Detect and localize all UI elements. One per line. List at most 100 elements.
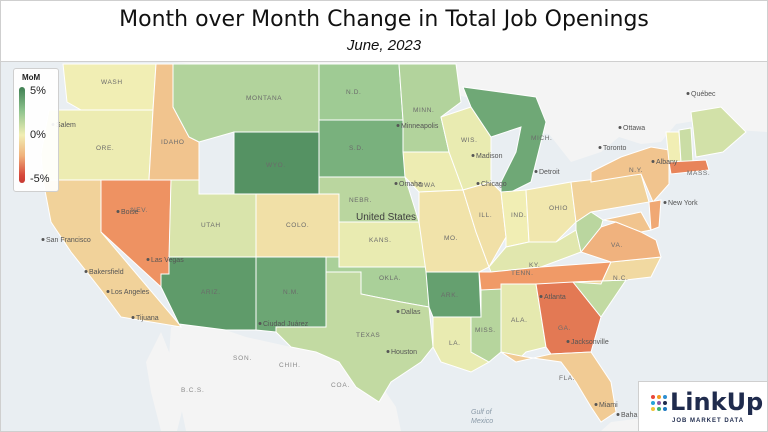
state-label-kans: KANS. (369, 237, 392, 244)
state-mich[interactable] (462, 86, 547, 193)
state-label-nev: NEV. (131, 207, 148, 214)
city-dot-las_vegas (146, 258, 150, 261)
city-dot-quebec (686, 92, 690, 95)
logo-dot (651, 395, 655, 399)
place-label-los_angeles: Los Angeles (111, 289, 150, 296)
logo-dot (651, 407, 655, 411)
place-label-omaha: Omaha (399, 181, 422, 188)
state-label-okla: OKLA. (379, 275, 401, 282)
state-label-ill: ILL. (479, 212, 492, 219)
place-label-new_york: New York (668, 200, 698, 207)
place-label-toronto: Toronto (603, 145, 626, 152)
place-label-quebec: Québec (691, 91, 716, 98)
state-label-nc: N.C. (613, 275, 628, 282)
place-label-houston: Houston (391, 349, 417, 356)
header: Month over Month Change in Total Job Ope… (0, 0, 768, 62)
place-label-chih: CHIH. (279, 362, 301, 369)
legend-title: MoM (22, 73, 41, 82)
logo-dot (657, 407, 661, 411)
place-label-coa: COA. (331, 382, 350, 389)
state-wash[interactable] (62, 63, 157, 111)
state-kans[interactable] (338, 221, 427, 268)
state-label-nm: N.M. (283, 289, 299, 296)
state-label-mo: MO. (444, 235, 458, 242)
place-label-salem: Salem (56, 122, 76, 129)
state-ny[interactable] (590, 146, 670, 203)
city-dot-los_angeles (106, 290, 110, 293)
state-label-tenn: TENN. (511, 270, 534, 277)
state-mass[interactable] (668, 159, 710, 175)
logo-tagline: JOB MARKET DATA (672, 418, 745, 424)
state-label-mass: MASS. (687, 170, 710, 177)
chart-title: Month over Month Change in Total Job Ope… (119, 7, 649, 32)
city-dot-toronto (598, 146, 602, 149)
state-label-ohio: OHIO (549, 205, 568, 212)
city-dot-baha (616, 413, 620, 416)
state-label-ark: ARK. (441, 292, 459, 299)
place-label-detroit: Detroit (539, 169, 560, 176)
city-dot-detroit (534, 170, 538, 173)
city-dot-bakersfield (84, 270, 88, 273)
city-dot-jacksonville (566, 340, 570, 343)
place-label-ottawa: Ottawa (623, 125, 645, 132)
state-label-ala: ALA. (511, 317, 528, 324)
city-dot-atlanta (539, 295, 543, 298)
legend-min-label: -5% (30, 173, 50, 185)
place-label-ciudad_juarez: Ciudad Juárez (263, 321, 309, 328)
state-label-ind: IND. (511, 212, 526, 219)
state-label-mont: MONTANA (246, 95, 282, 102)
state-texas[interactable] (275, 271, 434, 403)
state-fla[interactable] (500, 351, 617, 423)
state-md[interactable] (602, 211, 652, 233)
state-label-ga: GA. (558, 325, 571, 332)
state-vt[interactable] (665, 131, 682, 163)
place-label-albany: Albany (656, 159, 678, 166)
place-label-las_vegas: Las Vegas (151, 257, 184, 264)
logo-dot (663, 395, 667, 399)
city-dot-boise (116, 210, 120, 213)
legend-mid-label: 0% (30, 129, 46, 141)
place-label-tijuana: Tijuana (136, 315, 159, 322)
state-label-idaho: IDAHO (161, 139, 185, 146)
state-label-va: VA. (611, 242, 623, 249)
state-label-miss: MISS. (475, 327, 496, 334)
city-dot-madison (471, 154, 475, 157)
logo-dot (663, 407, 667, 411)
state-maine[interactable] (690, 106, 747, 158)
state-label-wyo: WYO. (266, 162, 286, 169)
canada-land (61, 62, 767, 162)
state-label-minn: MINN. (413, 107, 434, 114)
mexico-land (169, 320, 401, 431)
state-label-sd: S.D. (349, 145, 364, 152)
state-label-ariz: ARIZ. (201, 289, 221, 296)
place-label-united_states: United States (356, 212, 416, 223)
city-dot-minneapolis (396, 124, 400, 127)
map-area[interactable]: WASH ORE. IDAHO NEV. MONTANA WYO. UTAH COLO. ARI… (0, 61, 768, 432)
state-label-wash: WASH (101, 79, 123, 86)
state-label-texas: TEXAS (356, 332, 380, 339)
logo-dot (657, 401, 661, 405)
baja-land (146, 332, 183, 431)
place-label-baha: Baha (621, 412, 637, 419)
legend: MoM 5% 0% -5% (13, 68, 59, 192)
city-dot-ciudad_juarez (258, 322, 262, 325)
state-label-fla: FLA. (559, 375, 575, 382)
legend-color-bar (19, 87, 25, 183)
state-label-la: LA. (449, 340, 461, 347)
place-label-boise: Boise (121, 209, 139, 216)
logo-dot (657, 395, 661, 399)
city-dot-miami (594, 403, 598, 406)
state-label-wis: WIS. (461, 137, 477, 144)
state-nh[interactable] (678, 127, 694, 163)
state-ohio[interactable] (525, 181, 577, 243)
state-nj[interactable] (648, 199, 662, 231)
linkup-logo[interactable]: LinkUp JOB MARKET DATA (638, 381, 767, 431)
logo-name: LinkUp (670, 388, 764, 416)
place-label-jacksonville: Jacksonville (571, 339, 609, 346)
state-mont[interactable] (172, 63, 320, 143)
place-label-gulf-1: Mexico (471, 418, 493, 425)
place-label-bc: B.C.S. (181, 387, 205, 394)
us-choropleth-map[interactable]: WASH ORE. IDAHO NEV. MONTANA WYO. UTAH COLO. ARI… (1, 62, 767, 431)
place-label-son: SON. (233, 355, 252, 362)
place-label-madison: Madison (476, 153, 503, 160)
